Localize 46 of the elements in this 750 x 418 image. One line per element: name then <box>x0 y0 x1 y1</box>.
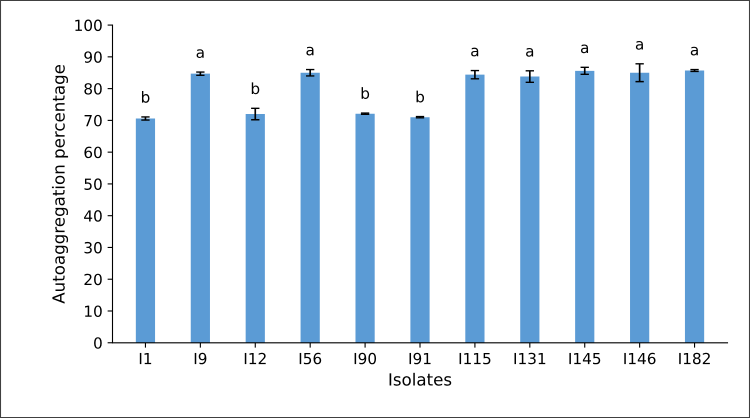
bar <box>355 114 375 343</box>
bar <box>190 74 210 343</box>
y-tick-label: 70 <box>84 114 102 126</box>
annotation: a <box>690 46 698 56</box>
annotation: a <box>471 48 478 56</box>
annotation: b <box>252 82 260 94</box>
x-tick-label: I90 <box>354 352 376 364</box>
x-tick-label: I9 <box>194 352 206 364</box>
annotation: a <box>196 49 204 58</box>
bar <box>246 114 265 343</box>
y-tick-label: 50 <box>84 178 102 190</box>
y-tick-label: 90 <box>84 51 102 63</box>
x-tick-label: I145 <box>569 352 600 364</box>
x-tick-label: I91 <box>410 352 431 364</box>
x-tick-label: I1 <box>140 352 152 364</box>
annotation: a <box>636 40 643 50</box>
x-tick-label: I131 <box>514 352 546 364</box>
x-tick-label: I56 <box>300 352 322 364</box>
y-tick-label: 10 <box>85 305 102 318</box>
y-tick-label: 60 <box>84 146 102 158</box>
y-tick-label: 30 <box>84 242 102 254</box>
bar <box>410 117 430 343</box>
y-tick-label: 100 <box>75 20 102 32</box>
bar <box>300 72 320 343</box>
y-tick-label: 20 <box>84 274 102 286</box>
x-tick-label: I146 <box>624 352 656 364</box>
y-tick-label: 80 <box>84 83 102 95</box>
bar <box>630 72 650 343</box>
bar <box>465 74 485 343</box>
y-tick-label: 40 <box>84 210 102 222</box>
annotation: b <box>362 87 370 100</box>
bar <box>136 118 156 343</box>
x-tick-label: I182 <box>679 352 710 364</box>
x-tick-label: I12 <box>244 352 266 364</box>
annotation: b <box>416 90 424 102</box>
bar <box>684 70 704 343</box>
x-axis-title: Isolates <box>390 372 452 386</box>
bar <box>575 70 594 343</box>
y-tick-label: 0 <box>94 337 102 349</box>
bar <box>520 76 540 343</box>
annotation: a <box>580 44 588 54</box>
annotation: a <box>526 48 534 57</box>
y-axis-title: Autoaggregation percentage <box>52 64 68 304</box>
annotation: b <box>142 90 150 103</box>
x-tick-label: I115 <box>460 352 490 364</box>
annotation: a <box>306 46 314 56</box>
